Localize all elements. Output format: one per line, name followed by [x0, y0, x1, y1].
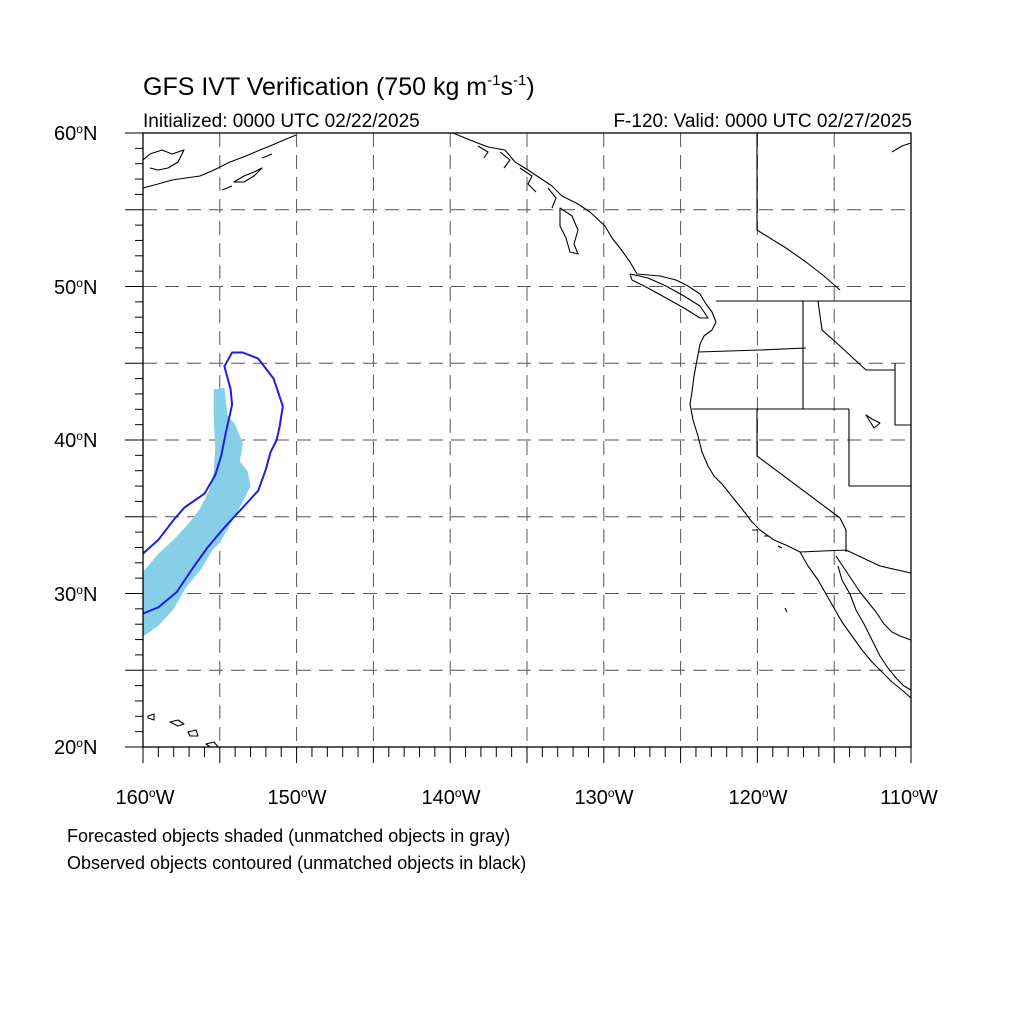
nevada-border [756, 409, 841, 519]
lon-label-160w: 160oW [115, 786, 175, 809]
observed-ivt-contour [142, 351, 284, 615]
hawaiian-islands [147, 713, 219, 748]
init-time-label: Initialized: 0000 UTC 02/22/2025 [143, 111, 420, 132]
axis-ticks [125, 132, 912, 763]
forecast-legend-note: Forecasted objects shaded (unmatched obj… [67, 826, 511, 846]
vancouver-island [629, 273, 709, 319]
alaska-panhandle-islands [477, 145, 579, 255]
alaska-west-coast [142, 134, 297, 189]
chart-title: GFS IVT Verification (750 kg m-1s-1) [143, 72, 535, 102]
title-exponent-2: -1 [512, 72, 527, 89]
great-salt-lake [865, 414, 881, 429]
valid-time-label: F-120: Valid: 0000 UTC 02/27/2025 [613, 111, 912, 132]
forecast-objects [143, 387, 251, 637]
title-mid: s [500, 73, 513, 101]
lon-label-150w: 150oW [267, 786, 327, 809]
lat-label-50: 50oN [54, 276, 98, 299]
observed-legend-note: Observed objects contoured (unmatched ob… [67, 853, 527, 873]
lat-label-60: 60oN [54, 122, 98, 145]
channel-islands [752, 529, 788, 613]
lat-label-40: 40oN [54, 429, 98, 452]
us-mexico-border [799, 549, 912, 574]
utah-arizona-border [848, 363, 911, 487]
california-arizona-border [839, 517, 847, 552]
lon-label-130w: 130oW [574, 786, 634, 809]
bc-alaska-coastline [452, 132, 717, 345]
coastlines-and-borders [142, 132, 912, 748]
lat-label-20: 20oN [54, 736, 98, 759]
lon-label-110w: 110oW [880, 786, 938, 809]
us-west-coastline [689, 343, 801, 553]
forecast-ivt-object [143, 387, 251, 637]
northern-canada-coast [891, 142, 912, 153]
mexico-mainland-coast [837, 565, 912, 691]
title-main: GFS IVT Verification (750 kg m [143, 73, 488, 101]
washington-oregon-border [697, 347, 807, 353]
observed-objects [142, 351, 284, 615]
graticule [143, 133, 911, 747]
lon-label-140w: 140oW [421, 786, 481, 809]
lat-label-30: 30oN [54, 583, 98, 606]
canada-interior-boundary [756, 133, 841, 291]
gulf-of-california-coast [835, 555, 912, 641]
lon-label-120w: 120oW [728, 786, 788, 809]
idaho-border [802, 300, 895, 409]
title-end: ) [526, 73, 535, 101]
baja-california-west-coast [799, 551, 912, 699]
alaska-peninsula-islands [221, 153, 273, 191]
title-exponent-1: -1 [487, 72, 501, 89]
map-border [142, 132, 912, 748]
